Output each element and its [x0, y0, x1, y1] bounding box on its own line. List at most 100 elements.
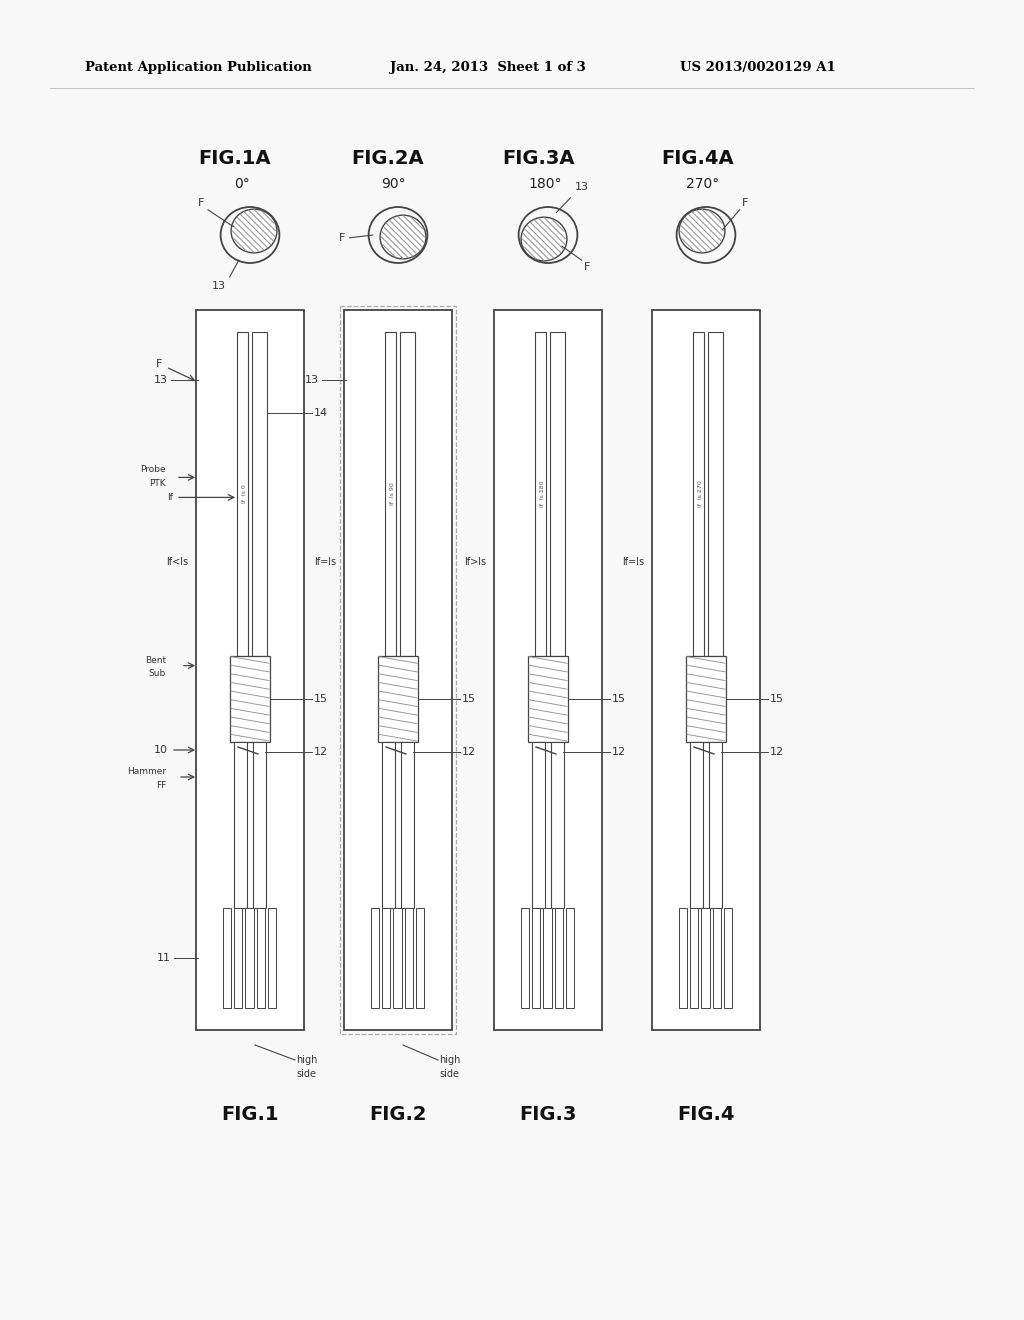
Text: lf  ls 180: lf ls 180	[541, 480, 546, 507]
Bar	[237, 331, 248, 656]
Text: 13: 13	[154, 375, 168, 385]
Bar	[709, 742, 722, 908]
Text: lf>ls: lf>ls	[464, 557, 486, 568]
Text: lf<ls: lf<ls	[166, 557, 188, 568]
Bar	[401, 742, 414, 908]
Text: FIG.4: FIG.4	[677, 1106, 735, 1125]
Text: high: high	[296, 1055, 317, 1065]
Text: 10: 10	[154, 744, 168, 755]
Text: lf=ls: lf=ls	[314, 557, 336, 568]
Text: side: side	[296, 1069, 316, 1078]
Text: 15: 15	[770, 694, 784, 704]
Text: 90°: 90°	[381, 177, 406, 191]
Bar	[385, 331, 396, 656]
Text: lf  ls 270: lf ls 270	[698, 480, 703, 507]
Bar	[724, 908, 732, 1008]
Text: Hammer: Hammer	[127, 767, 166, 776]
Text: F: F	[584, 263, 590, 272]
Text: 12: 12	[314, 747, 328, 756]
Bar	[340, 306, 456, 1034]
Text: Probe: Probe	[140, 465, 166, 474]
Text: FIG.2A: FIG.2A	[351, 149, 424, 168]
Ellipse shape	[231, 209, 276, 253]
Text: FIG.1A: FIG.1A	[199, 149, 271, 168]
Text: FF: FF	[156, 781, 166, 791]
Bar	[521, 908, 529, 1008]
Bar	[693, 331, 705, 656]
Bar	[686, 656, 726, 742]
Text: US 2013/0020129 A1: US 2013/0020129 A1	[680, 62, 836, 74]
Text: side: side	[439, 1069, 459, 1078]
Text: lf=ls: lf=ls	[622, 557, 644, 568]
Bar	[252, 331, 267, 656]
Text: 11: 11	[157, 953, 171, 964]
Bar	[404, 908, 413, 1008]
Bar	[382, 742, 395, 908]
Text: F: F	[156, 359, 162, 370]
Bar	[196, 310, 304, 1030]
Bar	[690, 908, 698, 1008]
Bar	[532, 908, 541, 1008]
Bar	[713, 908, 721, 1008]
Bar	[382, 908, 390, 1008]
Bar	[268, 908, 276, 1008]
Text: F: F	[741, 198, 748, 207]
Text: Jan. 24, 2013  Sheet 1 of 3: Jan. 24, 2013 Sheet 1 of 3	[390, 62, 586, 74]
Bar	[234, 908, 243, 1008]
Bar	[494, 310, 602, 1030]
Text: 14: 14	[314, 408, 328, 417]
Bar	[230, 656, 270, 742]
Bar	[551, 742, 564, 908]
Text: F: F	[198, 198, 204, 207]
Bar	[253, 742, 266, 908]
Bar	[690, 742, 703, 908]
Ellipse shape	[679, 209, 725, 253]
Bar	[701, 908, 710, 1008]
Text: 0°: 0°	[234, 177, 250, 191]
Bar	[528, 656, 568, 742]
Text: Patent Application Publication: Patent Application Publication	[85, 62, 311, 74]
Bar	[344, 310, 452, 1030]
Bar	[234, 742, 247, 908]
Bar	[566, 908, 574, 1008]
Text: 13: 13	[305, 375, 319, 385]
Text: FIG.3: FIG.3	[519, 1106, 577, 1125]
Text: Sub: Sub	[148, 669, 166, 678]
Text: lf: lf	[167, 492, 173, 502]
Bar	[378, 656, 418, 742]
Text: F: F	[339, 232, 346, 243]
Bar	[400, 331, 415, 656]
Text: Bent: Bent	[144, 656, 166, 665]
Ellipse shape	[521, 218, 567, 261]
Bar	[257, 908, 265, 1008]
Text: 15: 15	[612, 694, 626, 704]
Bar	[393, 908, 401, 1008]
Text: 270°: 270°	[686, 177, 720, 191]
Ellipse shape	[380, 215, 426, 259]
Text: PTK: PTK	[150, 479, 166, 488]
Bar	[223, 908, 231, 1008]
Bar	[532, 742, 545, 908]
Bar	[416, 908, 424, 1008]
Text: 12: 12	[612, 747, 626, 756]
Bar	[371, 908, 379, 1008]
Bar	[544, 908, 552, 1008]
Text: 15: 15	[462, 694, 476, 704]
Text: high: high	[439, 1055, 461, 1065]
Text: 12: 12	[770, 747, 784, 756]
Text: FIG.1: FIG.1	[221, 1106, 279, 1125]
Text: 13: 13	[574, 182, 589, 191]
Text: FIG.2: FIG.2	[370, 1106, 427, 1125]
Bar	[555, 908, 563, 1008]
Bar	[679, 908, 687, 1008]
Text: 15: 15	[314, 694, 328, 704]
Bar	[652, 310, 760, 1030]
Text: 13: 13	[212, 281, 225, 290]
Text: lf  ls 0: lf ls 0	[243, 484, 248, 503]
Bar	[708, 331, 723, 656]
Text: FIG.3A: FIG.3A	[502, 149, 574, 168]
Text: 180°: 180°	[528, 177, 562, 191]
Text: lf  ls 90: lf ls 90	[390, 482, 395, 506]
Bar	[535, 331, 546, 656]
Text: 12: 12	[462, 747, 476, 756]
